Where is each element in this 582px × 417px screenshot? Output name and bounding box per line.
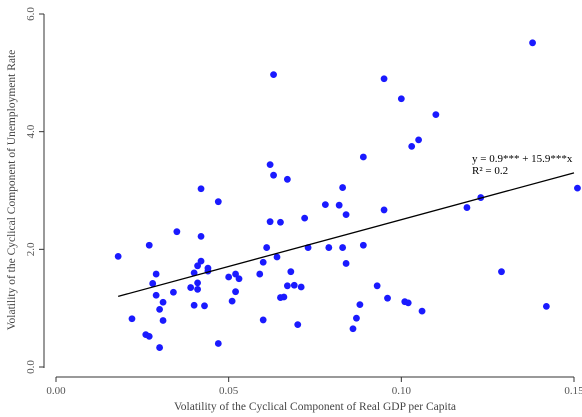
- data-point-64: [359, 241, 367, 249]
- x-tick-label: 0.15: [564, 385, 582, 397]
- data-point-5: [145, 241, 153, 249]
- data-point-22: [197, 232, 205, 240]
- plot-area: [114, 39, 581, 351]
- data-point-34: [256, 270, 264, 278]
- data-point-81: [542, 303, 550, 310]
- data-point-47: [283, 175, 291, 183]
- data-point-26: [204, 264, 212, 272]
- data-point-54: [321, 201, 329, 209]
- data-point-38: [266, 218, 274, 226]
- data-point-72: [404, 299, 412, 307]
- data-point-59: [342, 211, 350, 219]
- data-point-74: [415, 136, 422, 144]
- data-point-39: [266, 161, 274, 169]
- data-point-48: [287, 268, 295, 276]
- y-tick-label: 0.0: [25, 360, 37, 374]
- data-point-60: [342, 260, 350, 267]
- data-point-51: [297, 283, 305, 291]
- data-point-14: [173, 228, 181, 236]
- data-point-70: [397, 95, 405, 103]
- x-tick-label: 0.00: [46, 385, 66, 397]
- data-point-77: [463, 204, 471, 211]
- data-point-2: [128, 315, 136, 323]
- data-point-19: [194, 279, 201, 287]
- data-point-50: [294, 321, 302, 329]
- regression-equation: y = 0.9*** + 15.9***x: [472, 153, 573, 165]
- x-tick-label: 0.05: [219, 385, 239, 397]
- data-point-30: [228, 297, 236, 305]
- data-point-75: [418, 307, 426, 315]
- data-point-12: [159, 317, 167, 324]
- data-point-67: [380, 206, 388, 214]
- data-point-28: [214, 198, 222, 206]
- data-point-56: [335, 201, 343, 209]
- data-point-9: [156, 344, 164, 351]
- data-point-10: [156, 305, 164, 313]
- y-tick-label: 4.0: [25, 124, 37, 138]
- data-point-27: [214, 340, 222, 347]
- data-point-13: [170, 288, 177, 296]
- data-point-21: [197, 257, 205, 265]
- data-point-61: [349, 325, 357, 333]
- x-axis-ticks: 0.00 0.05 0.10 0.15: [46, 377, 582, 397]
- data-point-40: [270, 71, 277, 78]
- data-point-18: [194, 262, 201, 270]
- data-point-42: [273, 253, 281, 261]
- data-point-62: [353, 314, 360, 322]
- data-point-65: [359, 153, 367, 161]
- data-point-29: [225, 273, 233, 281]
- data-point-58: [339, 244, 347, 251]
- data-point-73: [408, 142, 416, 150]
- x-axis-title: Volatility of the Cyclical Component of …: [174, 401, 456, 413]
- data-point-17: [190, 301, 198, 309]
- y-tick-label: 2.0: [25, 242, 37, 256]
- data-point-63: [356, 301, 364, 309]
- y-tick-label: 6.0: [25, 7, 37, 21]
- data-point-79: [498, 268, 505, 276]
- data-point-11: [159, 298, 167, 306]
- data-point-46: [283, 282, 291, 290]
- data-point-57: [339, 184, 347, 191]
- data-point-6: [149, 280, 157, 287]
- data-point-33: [235, 275, 243, 283]
- data-point-24: [201, 302, 208, 310]
- data-point-8: [152, 270, 160, 278]
- r-squared-label: R² = 0.2: [472, 165, 508, 177]
- data-point-37: [263, 244, 271, 251]
- data-point-55: [325, 244, 333, 251]
- data-point-7: [152, 291, 160, 299]
- data-point-16: [190, 269, 198, 277]
- data-point-80: [529, 39, 536, 47]
- data-point-31: [232, 270, 239, 278]
- data-point-69: [384, 294, 391, 302]
- data-point-20: [194, 285, 201, 293]
- data-point-76: [432, 111, 440, 119]
- data-point-43: [277, 218, 284, 226]
- data-point-66: [373, 282, 381, 290]
- y-axis-ticks: 0.0 2.0 4.0 6.0: [25, 7, 44, 374]
- y-axis-title: Volatility of the Cyclical Component of …: [6, 50, 18, 331]
- data-point-49: [290, 281, 298, 289]
- data-point-82: [574, 184, 581, 192]
- fit-line: [117, 172, 575, 298]
- data-point-1: [114, 252, 122, 260]
- data-point-68: [380, 75, 388, 83]
- data-point-35: [259, 258, 267, 266]
- data-point-36: [259, 316, 267, 324]
- data-point-4: [145, 333, 153, 340]
- data-point-52: [301, 214, 309, 222]
- data-point-15: [187, 284, 195, 291]
- data-point-41: [270, 171, 277, 179]
- data-point-45: [280, 293, 288, 301]
- data-point-32: [232, 288, 239, 296]
- data-point-23: [197, 185, 205, 193]
- x-tick-label: 0.10: [392, 385, 412, 397]
